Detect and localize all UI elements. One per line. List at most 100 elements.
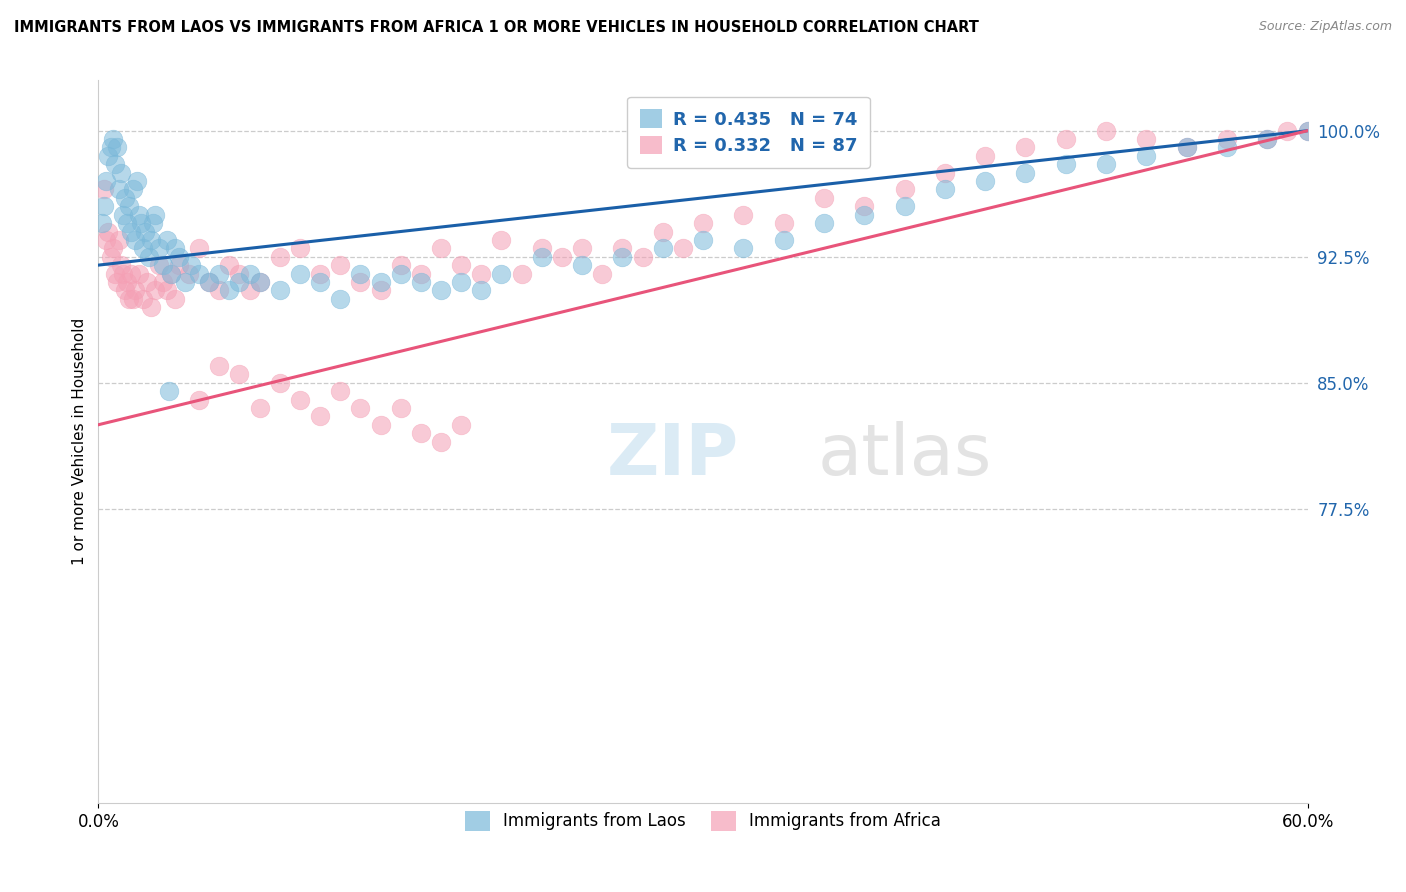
Point [114, 283, 136, 297]
Point [612, 250, 634, 264]
Point [692, 216, 714, 230]
Point [389, 267, 412, 281]
Point [389, 258, 412, 272]
Point [208, 267, 231, 281]
Point [148, 258, 170, 272]
Point [510, 267, 533, 281]
Text: IMMIGRANTS FROM LAOS VS IMMIGRANTS FROM AFRICA 1 OR MORE VEHICLES IN HOUSEHOLD C: IMMIGRANTS FROM LAOS VS IMMIGRANTS FROM … [14, 20, 979, 35]
Text: atlas: atlas [818, 422, 993, 491]
Point [470, 267, 492, 281]
Text: ZIP: ZIP [606, 422, 738, 491]
Point [893, 182, 915, 196]
Point [97, 149, 120, 163]
Point [349, 267, 371, 281]
Point [110, 166, 132, 180]
Point [148, 241, 170, 255]
Point [1175, 140, 1198, 154]
Point [135, 275, 157, 289]
Point [1014, 166, 1036, 180]
Point [96, 174, 118, 188]
Point [128, 267, 150, 281]
Point [179, 267, 201, 281]
Point [101, 241, 124, 255]
Point [124, 233, 146, 247]
Point [160, 267, 183, 281]
Point [96, 233, 118, 247]
Point [1277, 124, 1299, 138]
Point [530, 241, 553, 255]
Point [157, 384, 180, 398]
Point [1216, 132, 1239, 146]
Point [470, 283, 492, 297]
Point [100, 140, 122, 154]
Point [167, 258, 190, 272]
Point [551, 250, 574, 264]
Point [893, 199, 915, 213]
Point [125, 174, 148, 188]
Point [370, 283, 392, 297]
Point [188, 267, 211, 281]
Point [389, 401, 412, 415]
Point [1175, 140, 1198, 154]
Point [491, 267, 513, 281]
Point [163, 292, 186, 306]
Point [93, 182, 115, 196]
Point [249, 275, 271, 289]
Point [228, 368, 250, 382]
Point [288, 241, 311, 255]
Point [934, 166, 956, 180]
Point [450, 275, 472, 289]
Point [105, 275, 128, 289]
Point [103, 267, 125, 281]
Point [121, 292, 143, 306]
Point [249, 275, 271, 289]
Point [1296, 124, 1319, 138]
Point [118, 292, 141, 306]
Point [1135, 149, 1157, 163]
Point [101, 132, 124, 146]
Point [772, 233, 794, 247]
Point [139, 233, 162, 247]
Point [1054, 132, 1077, 146]
Point [160, 267, 183, 281]
Point [208, 359, 231, 373]
Point [974, 174, 997, 188]
Point [672, 241, 695, 255]
Point [651, 241, 673, 255]
Point [228, 267, 250, 281]
Point [100, 250, 122, 264]
Point [571, 258, 593, 272]
Point [167, 250, 190, 264]
Point [269, 376, 291, 390]
Point [218, 258, 240, 272]
Point [450, 417, 472, 432]
Point [1095, 124, 1118, 138]
Point [97, 225, 120, 239]
Point [132, 292, 155, 306]
Point [143, 208, 166, 222]
Point [329, 258, 352, 272]
Point [853, 208, 876, 222]
Point [152, 258, 174, 272]
Point [733, 208, 755, 222]
Point [142, 216, 165, 230]
Point [138, 250, 160, 264]
Point [692, 233, 714, 247]
Point [107, 233, 129, 247]
Point [269, 250, 291, 264]
Point [111, 267, 134, 281]
Point [1216, 140, 1239, 154]
Point [269, 283, 291, 297]
Point [772, 216, 794, 230]
Point [349, 401, 371, 415]
Point [813, 216, 835, 230]
Point [132, 241, 155, 255]
Point [152, 275, 174, 289]
Point [571, 241, 593, 255]
Point [143, 283, 166, 297]
Point [129, 216, 152, 230]
Point [114, 191, 136, 205]
Point [115, 216, 138, 230]
Point [139, 300, 162, 314]
Point [134, 225, 156, 239]
